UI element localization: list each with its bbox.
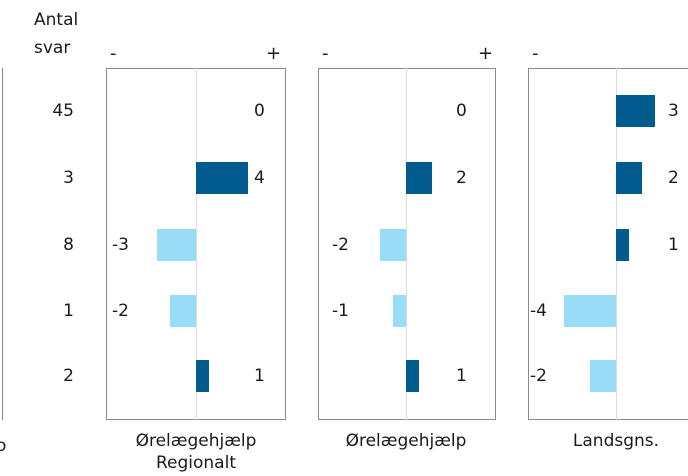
data-label: 0 — [254, 101, 265, 121]
bar — [380, 229, 406, 261]
data-label: 1 — [456, 366, 467, 386]
data-label: 1 — [254, 366, 265, 386]
bar — [590, 360, 616, 392]
zero-axis-line — [196, 68, 197, 420]
left-stub-frame — [0, 68, 3, 420]
bar — [170, 295, 196, 327]
data-label: -2 — [332, 235, 349, 255]
minus-sign: - — [532, 43, 539, 64]
bar — [616, 229, 629, 261]
bar — [406, 162, 432, 194]
bar — [406, 360, 419, 392]
panel-label-line: Landsgns. — [572, 431, 660, 451]
data-label: -3 — [112, 235, 129, 255]
data-label: 2 — [668, 168, 679, 188]
response-count: 3 — [63, 168, 74, 188]
zero-axis-line — [406, 68, 407, 420]
data-label: 1 — [668, 235, 679, 255]
response-count: 1 — [63, 301, 74, 321]
panel-label-line: Ørelægehjælp — [345, 431, 467, 451]
plus-sign: + — [266, 43, 282, 64]
data-label: -2 — [530, 366, 547, 386]
panel-label: Ørelægehjælp Regionalt — [96, 430, 296, 474]
data-label: 2 — [456, 168, 467, 188]
data-label: 0 — [456, 101, 467, 121]
count-header-line-2: svar — [34, 38, 71, 58]
data-label: -2 — [112, 301, 129, 321]
response-count: 8 — [63, 235, 74, 255]
bar — [616, 162, 642, 194]
minus-sign: - — [110, 43, 117, 64]
bar — [393, 295, 406, 327]
count-header-line-1: Antal — [34, 10, 79, 30]
panel-label: Landsgns. — [516, 430, 688, 452]
data-label: 4 — [254, 168, 265, 188]
plus-sign: + — [478, 43, 494, 64]
data-label: -1 — [332, 301, 349, 321]
data-label: -4 — [530, 301, 547, 321]
bar — [196, 360, 209, 392]
bar — [196, 162, 248, 194]
response-count: 45 — [52, 101, 74, 121]
panel-label: Ørelægehjælp — [306, 430, 506, 452]
cut-off-text: o — [0, 436, 7, 456]
bar — [564, 295, 616, 327]
panel-label-line: Regionalt — [155, 453, 236, 473]
minus-sign: - — [322, 43, 329, 64]
bar — [616, 95, 655, 127]
bar — [157, 229, 196, 261]
response-count: 2 — [63, 366, 74, 386]
data-label: 3 — [668, 101, 679, 121]
panel-label-line: Ørelægehjælp — [135, 431, 257, 451]
